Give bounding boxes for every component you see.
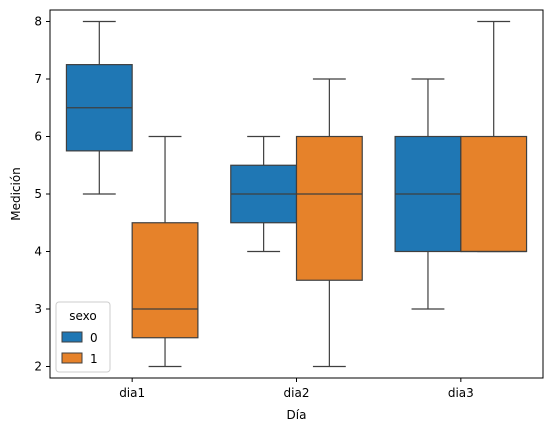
x-axis-title: Día (287, 408, 307, 422)
y-tick-label: 6 (34, 130, 42, 144)
legend-label-0: 0 (90, 331, 98, 345)
y-tick-label: 7 (34, 72, 42, 86)
y-tick-label: 2 (34, 360, 42, 374)
y-tick-label: 3 (34, 302, 42, 316)
legend-swatch-1 (61, 352, 83, 364)
y-axis-title: Medición (9, 167, 23, 221)
x-tick-label-dia2: dia2 (284, 386, 310, 400)
axes: 2 3 4 5 6 7 8 dia1 dia2 dia3 (34, 9, 544, 400)
box-dia3-sexo-1 (460, 20, 528, 253)
legend: sexo 0 1 (55, 301, 111, 373)
legend-label-1: 1 (90, 352, 98, 366)
x-tick-label-dia3: dia3 (448, 386, 474, 400)
box-dia1-sexo-1 (131, 135, 199, 368)
box-iqr (131, 222, 199, 339)
box-iqr (460, 135, 528, 253)
legend-title: sexo (69, 309, 97, 323)
x-tick-label-dia1: dia1 (119, 386, 145, 400)
box-dia3-sexo-0 (394, 78, 462, 310)
box-dia2-sexo-1 (295, 78, 363, 368)
box-dia2-sexo-0 (230, 135, 298, 253)
box-iqr (295, 135, 363, 281)
y-tick-label: 8 (34, 15, 42, 29)
box-dia1-sexo-0 (65, 20, 133, 195)
y-tick-label: 5 (34, 187, 42, 201)
legend-swatch-0 (61, 331, 83, 343)
plot-area (65, 20, 528, 368)
y-tick-label: 4 (34, 245, 42, 259)
